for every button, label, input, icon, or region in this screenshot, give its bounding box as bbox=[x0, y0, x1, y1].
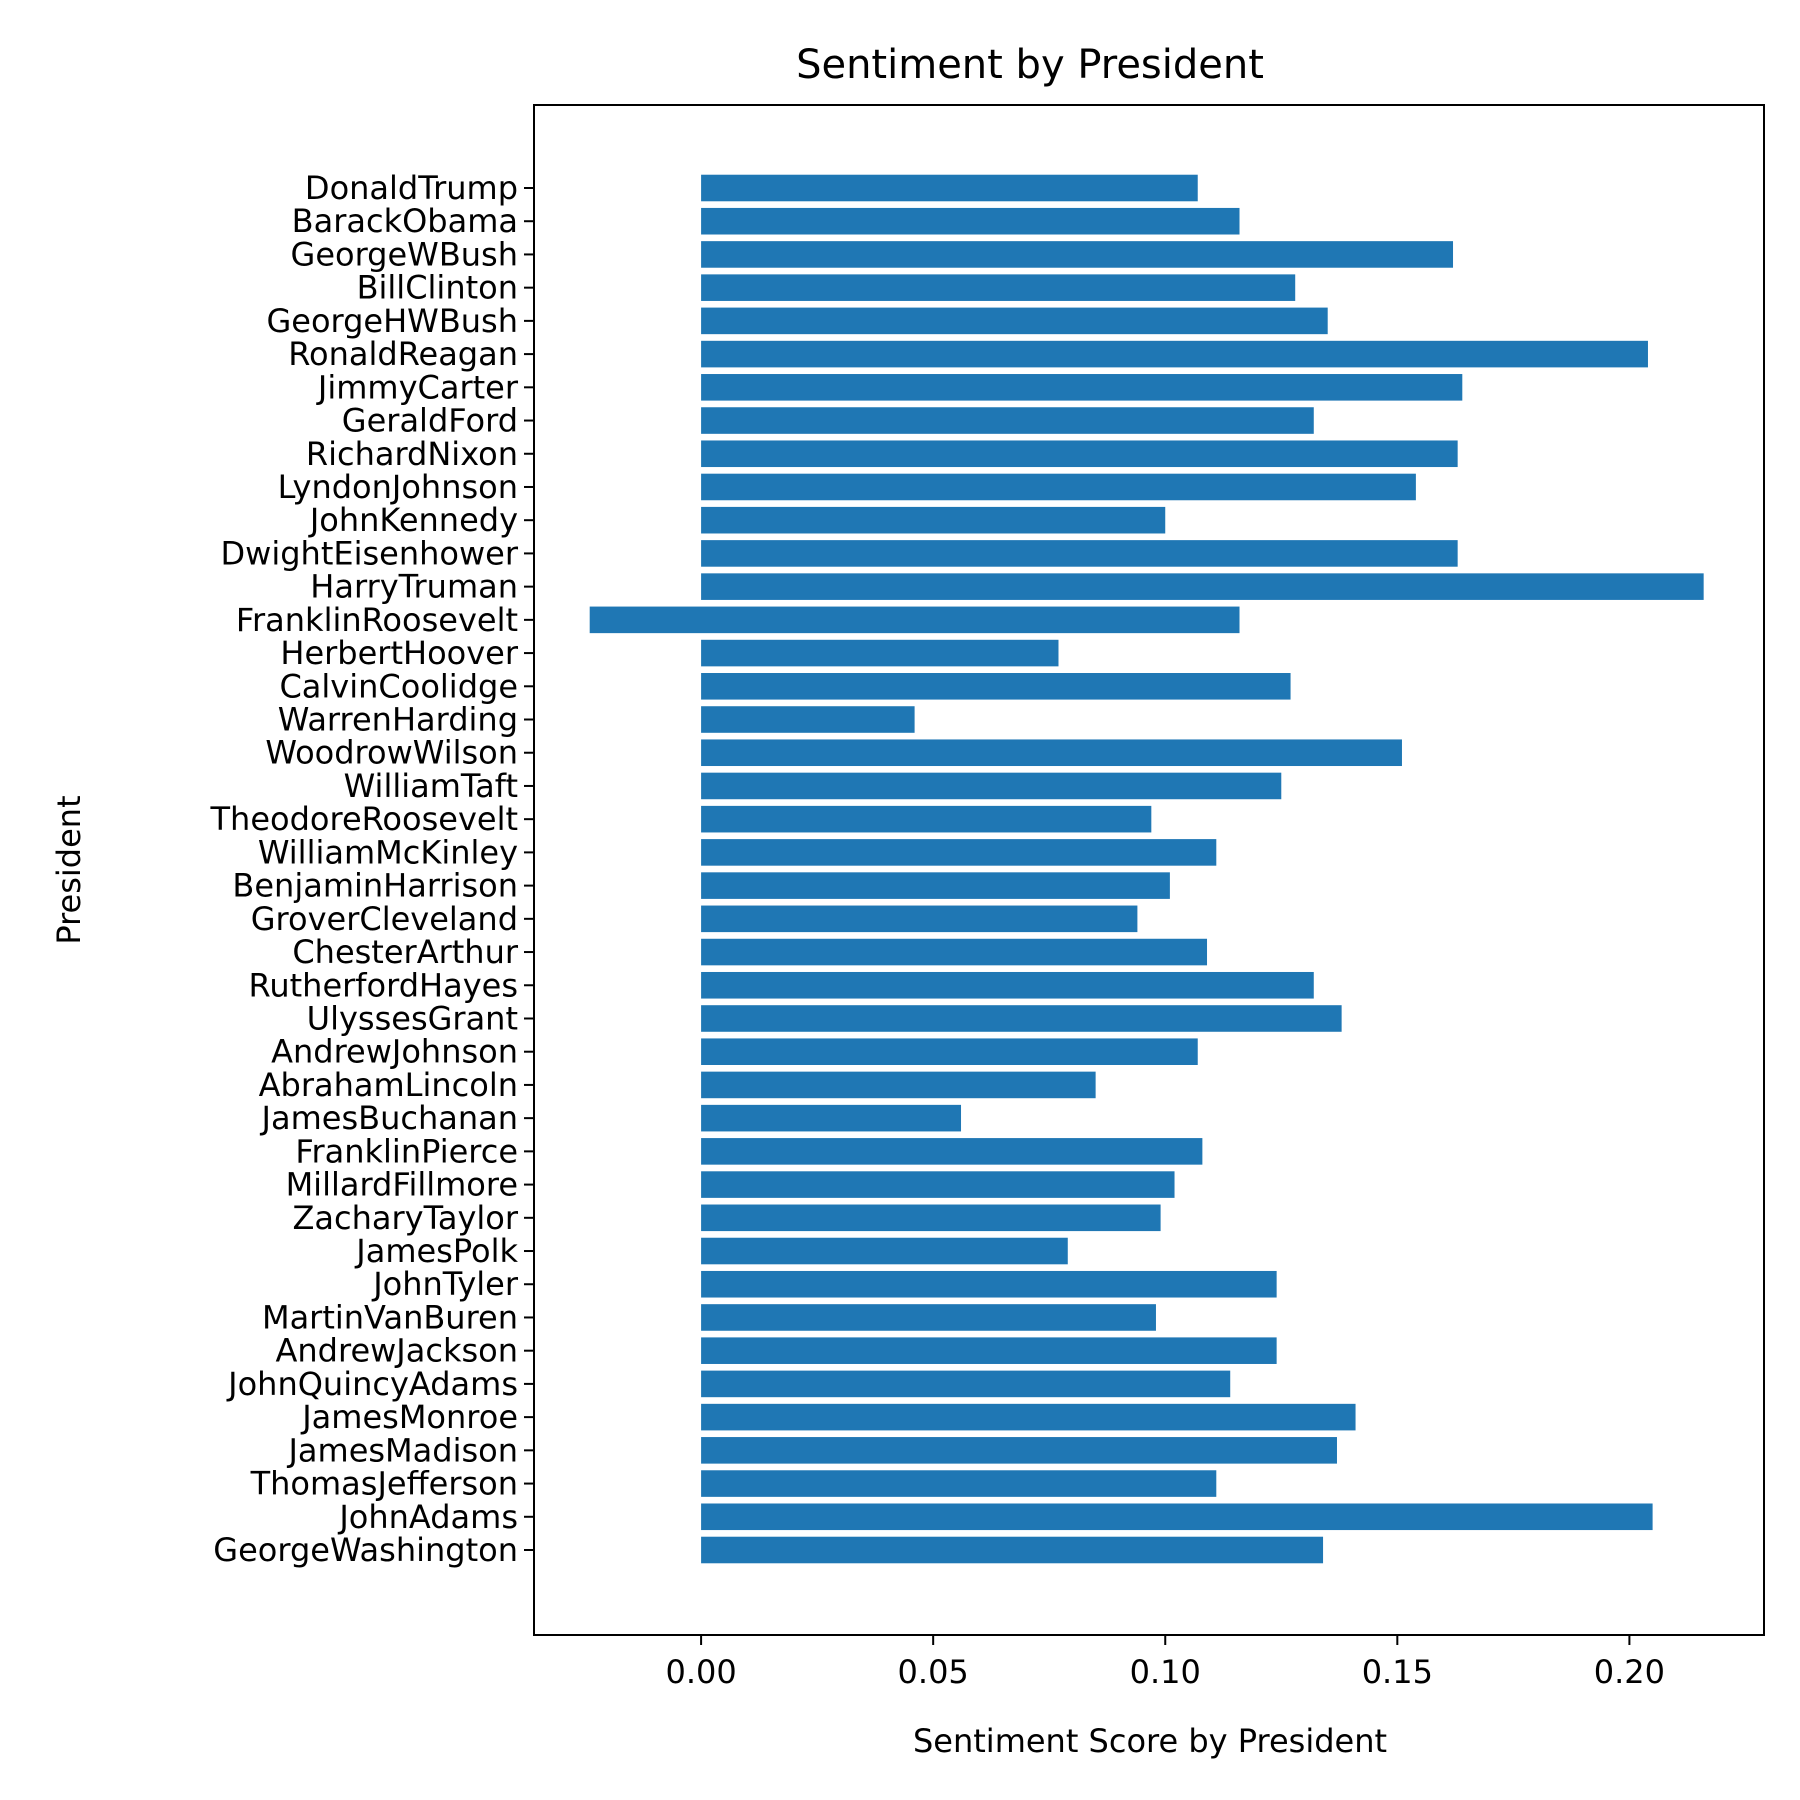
y-tick-label: RichardNixon bbox=[306, 435, 518, 473]
x-tick-label: 0.10 bbox=[1130, 1653, 1201, 1691]
bar-LyndonJohnson bbox=[701, 473, 1416, 501]
bar-BarackObama bbox=[701, 207, 1240, 235]
y-tick-label: FranklinRoosevelt bbox=[236, 601, 518, 639]
bar-GeraldFord bbox=[701, 407, 1314, 434]
bar-HerbertHoover bbox=[701, 639, 1059, 667]
y-tick-label: GeraldFord bbox=[342, 402, 518, 440]
y-tick-label: CalvinCoolidge bbox=[279, 667, 518, 705]
y-tick-label: BenjaminHarrison bbox=[232, 867, 518, 905]
y-tick-label: JohnTyler bbox=[371, 1265, 519, 1303]
y-tick-label: FranklinPierce bbox=[295, 1132, 518, 1170]
bar-RonaldReagan bbox=[701, 340, 1648, 368]
bar-WarrenHarding bbox=[701, 706, 915, 733]
bar-JohnTyler bbox=[701, 1270, 1277, 1298]
bar-JohnAdams bbox=[701, 1503, 1653, 1531]
bar-ChesterArthur bbox=[701, 938, 1208, 966]
y-tick-label: GeorgeHWBush bbox=[266, 302, 518, 340]
y-tick-label: ZacharyTaylor bbox=[292, 1199, 518, 1237]
y-tick-label: AbrahamLincoln bbox=[259, 1066, 518, 1104]
bar-JamesPolk bbox=[701, 1237, 1068, 1265]
bar-RichardNixon bbox=[701, 440, 1458, 468]
bar-RutherfordHayes bbox=[701, 971, 1314, 999]
x-tick-label: 0.00 bbox=[665, 1653, 736, 1691]
y-tick-label: AndrewJackson bbox=[276, 1332, 519, 1370]
bar-UlyssesGrant bbox=[701, 1005, 1342, 1032]
bar-MillardFillmore bbox=[701, 1171, 1175, 1198]
bar-JohnKennedy bbox=[701, 506, 1166, 534]
y-tick-label: WilliamTaft bbox=[344, 767, 518, 805]
x-tick-label: 0.15 bbox=[1362, 1653, 1433, 1691]
y-tick-label: JamesBuchanan bbox=[260, 1099, 518, 1137]
y-tick-label: GeorgeWashington bbox=[213, 1531, 518, 1569]
x-tick-label: 0.05 bbox=[898, 1653, 969, 1691]
x-axis-ticks: 0.00 0.05 0.10 0.15 0.20 bbox=[665, 1635, 1665, 1691]
bar-WilliamMcKinley bbox=[701, 839, 1217, 866]
y-tick-label: JamesPolk bbox=[354, 1232, 518, 1270]
bar-FranklinRoosevelt bbox=[589, 606, 1240, 634]
y-tick-label: WoodrowWilson bbox=[265, 734, 518, 772]
y-tick-label: MillardFillmore bbox=[286, 1166, 518, 1204]
y-tick-label: ThomasJefferson bbox=[250, 1465, 518, 1503]
bar-AndrewJohnson bbox=[701, 1038, 1198, 1065]
y-tick-label: GroverCleveland bbox=[251, 900, 518, 938]
bar-WilliamTaft bbox=[701, 772, 1282, 800]
y-axis-label: President bbox=[50, 795, 88, 944]
bar-HarryTruman bbox=[701, 573, 1704, 600]
bars-group bbox=[589, 174, 1704, 1564]
y-tick-label: DwightEisenhower bbox=[221, 534, 519, 572]
y-tick-label: JohnAdams bbox=[337, 1498, 518, 1536]
y-tick-label: JimmyCarter bbox=[316, 368, 519, 406]
bar-DonaldTrump bbox=[701, 174, 1198, 202]
bar-BillClinton bbox=[701, 274, 1296, 301]
plot-frame bbox=[533, 104, 1765, 1636]
y-tick-label: HerbertHoover bbox=[280, 634, 518, 672]
bar-GeorgeWBush bbox=[701, 241, 1454, 268]
y-tick-label: JohnKennedy bbox=[308, 501, 518, 539]
bar-CalvinCoolidge bbox=[701, 673, 1291, 700]
bar-DwightEisenhower bbox=[701, 540, 1458, 567]
y-tick-label: JohnQuincyAdams bbox=[226, 1365, 518, 1403]
y-tick-label: JamesMonroe bbox=[300, 1398, 518, 1436]
y-tick-label: WarrenHarding bbox=[278, 701, 518, 739]
bar-GroverCleveland bbox=[701, 905, 1138, 933]
bar-ZacharyTaylor bbox=[701, 1204, 1161, 1232]
y-tick-label: UlyssesGrant bbox=[307, 999, 518, 1037]
y-tick-label: HarryTruman bbox=[310, 568, 518, 606]
y-tick-label: RonaldReagan bbox=[288, 335, 518, 373]
x-tick-label: 0.20 bbox=[1594, 1653, 1665, 1691]
bar-ThomasJefferson bbox=[701, 1470, 1217, 1497]
bar-MartinVanBuren bbox=[701, 1304, 1156, 1331]
y-tick-label: TheodoreRoosevelt bbox=[210, 800, 519, 838]
chart-title: Sentiment by President bbox=[796, 42, 1264, 88]
bar-WoodrowWilson bbox=[701, 739, 1402, 767]
y-tick-label: LyndonJohnson bbox=[278, 468, 518, 506]
y-tick-label: RutherfordHayes bbox=[249, 966, 518, 1004]
y-tick-label: GeorgeWBush bbox=[291, 235, 518, 273]
bar-GeorgeWashington bbox=[701, 1536, 1324, 1564]
y-tick-label: BillClinton bbox=[357, 269, 518, 307]
bar-BenjaminHarrison bbox=[701, 872, 1170, 899]
x-axis-label: Sentiment Score by President bbox=[913, 1722, 1387, 1760]
bar-JamesMonroe bbox=[701, 1403, 1356, 1431]
y-tick-label: AndrewJohnson bbox=[271, 1033, 518, 1071]
y-axis-ticks: GeorgeWashingtonJohnAdamsThomasJefferson… bbox=[210, 169, 534, 1569]
bar-TheodoreRoosevelt bbox=[701, 805, 1152, 833]
bar-JamesMadison bbox=[701, 1437, 1337, 1464]
bar-AndrewJackson bbox=[701, 1337, 1277, 1364]
bar-JimmyCarter bbox=[701, 374, 1463, 401]
y-tick-label: DonaldTrump bbox=[305, 169, 518, 207]
bar-AbrahamLincoln bbox=[701, 1071, 1096, 1099]
y-tick-label: MartinVanBuren bbox=[262, 1298, 518, 1336]
bar-FranklinPierce bbox=[701, 1138, 1203, 1165]
y-tick-label: WilliamMcKinley bbox=[258, 833, 518, 871]
bar-JamesBuchanan bbox=[701, 1104, 962, 1132]
bar-GeorgeHWBush bbox=[701, 307, 1328, 335]
y-tick-label: BarackObama bbox=[292, 202, 518, 240]
y-tick-label: ChesterArthur bbox=[292, 933, 519, 971]
y-tick-label: JamesMadison bbox=[286, 1431, 518, 1469]
bar-JohnQuincyAdams bbox=[701, 1370, 1231, 1398]
